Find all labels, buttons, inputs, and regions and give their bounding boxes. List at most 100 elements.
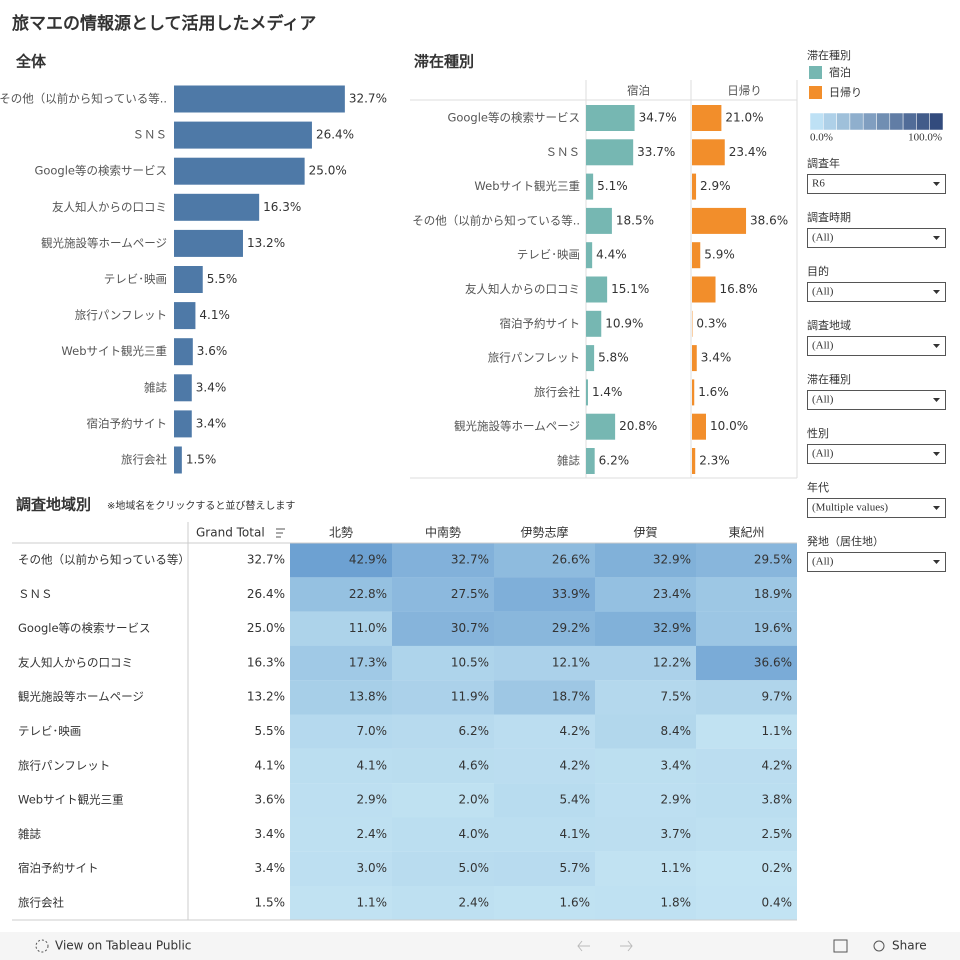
bar <box>586 413 616 440</box>
filter-label: 目的 <box>807 264 829 278</box>
cell-value: 29.5% <box>754 553 792 567</box>
row-label: 旅行パンフレット <box>18 758 110 772</box>
color-ramp-step <box>823 112 837 131</box>
filter-value[interactable]: (Multiple values) <box>812 502 888 514</box>
bar <box>692 207 747 234</box>
heat-cell <box>595 783 696 818</box>
section-note: ※地域名をクリックすると並び替えします <box>107 499 295 512</box>
heat-cell <box>494 543 595 578</box>
dropdown-arrow[interactable] <box>933 290 940 294</box>
heat-cell <box>290 886 392 921</box>
filter-dropdown[interactable] <box>807 390 946 410</box>
value-label: 6.2% <box>599 454 630 468</box>
filter-value[interactable]: R6 <box>812 178 825 190</box>
heat-cell <box>290 783 392 818</box>
value-label: 13.2% <box>247 236 285 250</box>
dropdown-arrow[interactable] <box>933 398 940 402</box>
heat-cell <box>696 680 797 715</box>
filter-dropdown[interactable] <box>807 282 946 302</box>
row-label: 観光施設等ホームページ <box>18 690 144 704</box>
heat-cell <box>595 748 696 784</box>
value-label: 5.1% <box>597 179 628 193</box>
bar <box>174 446 182 474</box>
redo-icon[interactable] <box>620 940 633 952</box>
column-header[interactable]: 北勢 <box>329 525 353 540</box>
filter-dropdown[interactable] <box>807 498 946 518</box>
filter-value[interactable]: (All) <box>812 394 834 406</box>
view-on-public[interactable]: View on Tableau Public <box>35 939 191 953</box>
cell-value: 3.4% <box>661 758 692 772</box>
legend-swatch <box>809 66 822 79</box>
bar <box>692 276 716 303</box>
row-label: 友人知人からの口コミ <box>18 655 133 669</box>
column-header[interactable]: 中南勢 <box>425 525 461 540</box>
cell-value: 1.1% <box>357 896 388 910</box>
filter-dropdown[interactable] <box>807 228 946 248</box>
color-ramp-step <box>929 112 944 131</box>
value-label: 38.6% <box>750 213 788 227</box>
filter-dropdown[interactable] <box>807 552 946 572</box>
undo-icon[interactable] <box>577 940 590 952</box>
filter-value[interactable]: (All) <box>812 448 834 460</box>
heat-cell <box>595 851 696 887</box>
dropdown-arrow[interactable] <box>933 506 940 510</box>
heat-cell <box>392 783 494 818</box>
category-label: 雑誌 <box>144 380 167 394</box>
filter-value[interactable]: (All) <box>812 556 834 568</box>
legend-label: 宿泊 <box>829 65 851 79</box>
cell-value: 2.9% <box>357 793 388 807</box>
bar <box>586 276 608 303</box>
dropdown-arrow[interactable] <box>933 452 940 456</box>
bar <box>586 207 612 234</box>
filter-value[interactable]: (All) <box>812 340 834 352</box>
category-label: 友人知人からの口コミ <box>465 282 580 296</box>
filter-value[interactable]: (All) <box>812 232 834 244</box>
cell-value: 11.0% <box>349 621 387 635</box>
bar <box>692 379 695 406</box>
column-header[interactable]: 伊勢志摩 <box>520 525 568 540</box>
section-title: 全体 <box>15 53 47 71</box>
sort-icon[interactable] <box>276 528 285 538</box>
cell-value: 5.4% <box>560 793 591 807</box>
bar <box>586 310 602 337</box>
cell-value: 29.2% <box>552 621 590 635</box>
heat-cell <box>696 543 797 578</box>
cell-value: 4.1% <box>255 758 286 772</box>
cell-value: 27.5% <box>451 587 489 601</box>
dropdown-arrow[interactable] <box>933 560 940 564</box>
bar <box>174 266 203 293</box>
category-label: Google等の検索サービス <box>447 111 580 125</box>
bar <box>174 193 260 221</box>
fullscreen-icon[interactable] <box>833 939 848 953</box>
category-label: その他（以前から知っている等.. <box>412 213 580 227</box>
column-header[interactable]: 伊賀 <box>633 526 657 540</box>
category-label: 旅行会社 <box>534 385 580 399</box>
category-label: 旅行パンフレット <box>75 308 167 322</box>
heat-cell <box>290 748 392 784</box>
share-button[interactable]: Share <box>873 939 927 953</box>
cell-value: 5.0% <box>459 861 490 875</box>
filter-label: 年代 <box>807 480 829 494</box>
cell-value: 26.6% <box>552 553 590 567</box>
cell-value: 4.6% <box>459 758 490 772</box>
color-scale-max: 100.0% <box>908 132 942 144</box>
bar <box>586 242 593 269</box>
column-header[interactable]: Grand Total <box>196 526 265 540</box>
column-header[interactable]: 東紀州 <box>728 526 764 540</box>
share-label[interactable]: Share <box>892 939 927 953</box>
filter-dropdown[interactable] <box>807 336 946 356</box>
bar <box>692 448 696 474</box>
filter-value[interactable]: (All) <box>812 286 834 298</box>
dropdown-arrow[interactable] <box>933 236 940 240</box>
cell-value: 7.0% <box>357 724 388 738</box>
cell-value: 18.7% <box>552 690 590 704</box>
category-label: 友人知人からの口コミ <box>52 200 167 214</box>
footer-link[interactable]: View on Tableau Public <box>55 939 191 953</box>
bar <box>692 413 706 440</box>
bar <box>586 448 595 474</box>
filter-dropdown[interactable] <box>807 444 946 464</box>
dropdown-arrow[interactable] <box>933 344 940 348</box>
value-label: 25.0% <box>309 164 347 178</box>
filter-dropdown[interactable] <box>807 174 946 194</box>
dropdown-arrow[interactable] <box>933 182 940 186</box>
